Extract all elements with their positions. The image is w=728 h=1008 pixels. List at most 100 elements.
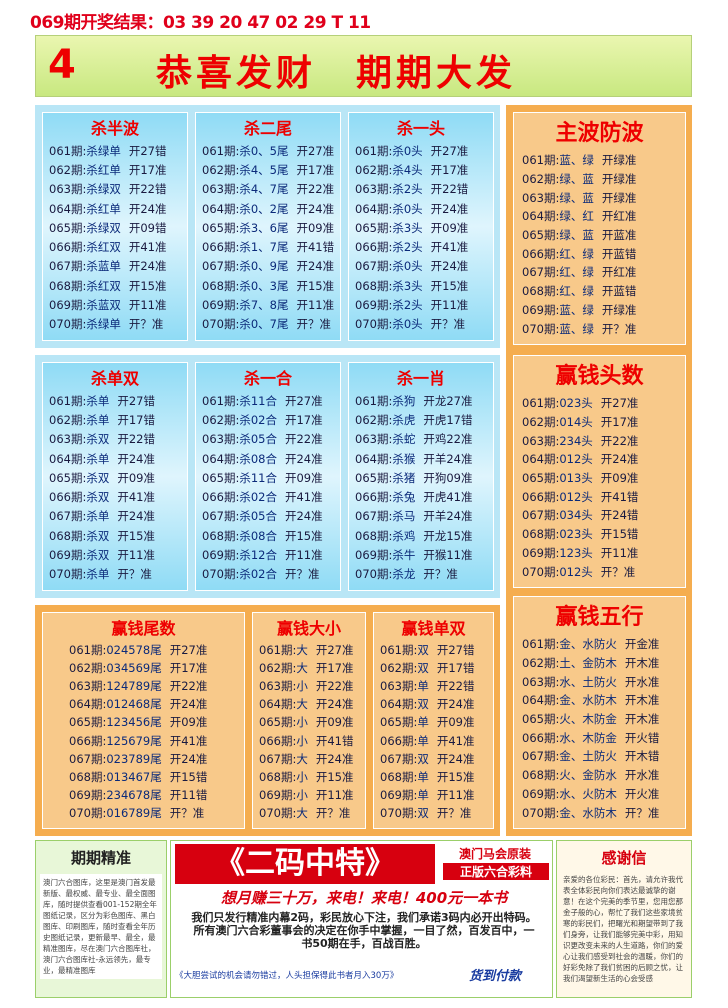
outcome: 开17错 — [436, 661, 475, 676]
outcome: 开绿准 — [601, 153, 637, 168]
period: 067期: — [202, 259, 240, 274]
period: 062期: — [355, 162, 393, 177]
row: 068期:杀0、3尾 开15准 — [196, 278, 340, 294]
pick: 小 — [296, 769, 308, 784]
period: 061期: — [522, 637, 560, 652]
period: 063期: — [355, 182, 393, 197]
pick: 杀2头 — [392, 298, 423, 313]
outcome: 开？准 — [117, 567, 152, 582]
period: 067期: — [49, 509, 87, 524]
pick: 双 — [417, 751, 429, 766]
period: 070期: — [259, 805, 297, 820]
outcome: 开15准 — [315, 769, 354, 784]
pick: 014头 — [559, 415, 593, 430]
ad-badge: 正版六合彩料 — [443, 863, 549, 880]
panel-title: 赢钱尾数 — [111, 619, 176, 638]
period: 063期: — [259, 679, 297, 694]
pick: 013头 — [559, 471, 593, 486]
row: 070期:金、水防木 开？准 — [514, 805, 685, 821]
period: 065期: — [355, 220, 393, 235]
ad-text: 我们只发行精准内幕2码，彩民放心下注，我们承诺3码内必开出特码。所有澳门六合彩董… — [191, 911, 537, 950]
row: 062期:杀单 开17错 — [43, 412, 187, 428]
pick: 单 — [417, 769, 429, 784]
outcome: 开09错 — [128, 220, 167, 235]
pick: 杀05合 — [239, 432, 277, 447]
period: 070期: — [49, 567, 87, 582]
panel-rows: 061期:杀绿单 开27错 062期:杀红单 开17准 063期:杀绿双 开22错 064期… — [43, 141, 187, 334]
pick: 杀蓝双 — [86, 298, 121, 313]
pick: 012头 — [559, 489, 593, 504]
panel-title: 杀一肖 — [396, 369, 445, 388]
outcome: 开24准 — [296, 259, 335, 274]
row: 068期:单 开15准 — [374, 769, 493, 785]
row: 064期:杀单 开24准 — [43, 451, 187, 467]
row: 067期:红、绿 开红准 — [514, 264, 685, 280]
row: 064期:双 开24准 — [374, 696, 493, 712]
outcome: 开17准 — [296, 162, 335, 177]
outcome: 开15准 — [128, 278, 167, 293]
panel: 赢钱头数 061期:023头 开27准 062期:014头 开17准 063期:234头开… — [513, 355, 686, 588]
panel-title: 赢钱单双 — [401, 619, 466, 638]
pick: 023789尾 — [106, 751, 162, 766]
row: 067期:大 开24准 — [253, 751, 365, 767]
panel-title: 杀一合 — [243, 369, 292, 388]
row: 063期:杀蛇 开鸡22准 — [349, 431, 493, 447]
row: 061期:杀0、5尾 开27准 — [196, 143, 340, 159]
panel-rows: 061期:杀单 开27错 062期:杀单 开17错 063期:杀双 开22错 064期:杀单… — [43, 391, 187, 584]
row: 064期:杀红单 开24准 — [43, 201, 187, 217]
period: 063期: — [49, 432, 87, 447]
row: 065期:123456尾 开09准 — [43, 714, 244, 730]
pick: 杀红单 — [86, 201, 121, 216]
pick: 杀红双 — [86, 240, 121, 255]
pick: 杀猴 — [392, 451, 416, 466]
period: 069期: — [522, 545, 560, 560]
period: 064期: — [259, 697, 297, 712]
outcome: 开蓝准 — [601, 228, 637, 243]
pick: 124789尾 — [106, 679, 162, 694]
issue-number: 4 — [48, 42, 76, 88]
pick: 大 — [296, 643, 308, 658]
period: 069期: — [380, 787, 418, 802]
outcome: 开09准 — [296, 220, 335, 235]
row: 070期:杀龙 开？准 — [349, 566, 493, 582]
period: 070期: — [69, 805, 107, 820]
row: 062期:杀红单 开17准 — [43, 162, 187, 178]
period: 067期: — [259, 751, 297, 766]
period: 068期: — [202, 528, 240, 543]
outcome: 开09准 — [284, 470, 323, 485]
panel-rows: 061期:双 开27错 062期:双 开17错 063期:单 开22错 064期:双 开24准… — [374, 641, 493, 822]
outcome: 开27准 — [296, 143, 335, 158]
row: 064期:杀猴 开羊24准 — [349, 451, 493, 467]
period: 069期: — [259, 787, 297, 802]
period: 064期: — [202, 451, 240, 466]
row: 070期:012头 开？准 — [514, 564, 685, 580]
row: 065期:杀猪 开狗09准 — [349, 470, 493, 486]
row: 069期:小 开11准 — [253, 787, 365, 803]
outcome: 开11准 — [128, 298, 167, 313]
outcome: 开24准 — [315, 697, 354, 712]
period: 066期: — [522, 730, 560, 745]
pick: 土、金防木 — [559, 656, 617, 671]
outcome: 开24准 — [117, 509, 155, 524]
row: 064期:大 开24准 — [253, 696, 365, 712]
outcome: 开17准 — [128, 162, 167, 177]
outcome: 开24准 — [284, 509, 323, 524]
row: 066期:红、绿 开蓝错 — [514, 246, 685, 262]
pick: 034569尾 — [106, 661, 162, 676]
outcome: 开红准 — [601, 265, 637, 280]
outcome: 开羊24准 — [423, 451, 473, 466]
outcome: 开火错 — [624, 730, 660, 745]
row: 068期:杀红双 开15准 — [43, 278, 187, 294]
outcome: 开27错 — [117, 393, 155, 408]
outcome: 开？准 — [601, 321, 637, 336]
pick: 杀3头 — [392, 278, 423, 293]
pick: 小 — [296, 733, 308, 748]
period: 067期: — [522, 749, 560, 764]
row: 067期:杀05合 开24准 — [196, 508, 340, 524]
pick: 125679尾 — [106, 733, 162, 748]
outcome: 开木准 — [624, 712, 660, 727]
outcome: 开09准 — [600, 471, 639, 486]
row: 061期:金、水防火 开金准 — [514, 636, 685, 652]
outcome: 开41错 — [600, 489, 639, 504]
panel-title: 赢钱五行 — [555, 605, 644, 630]
